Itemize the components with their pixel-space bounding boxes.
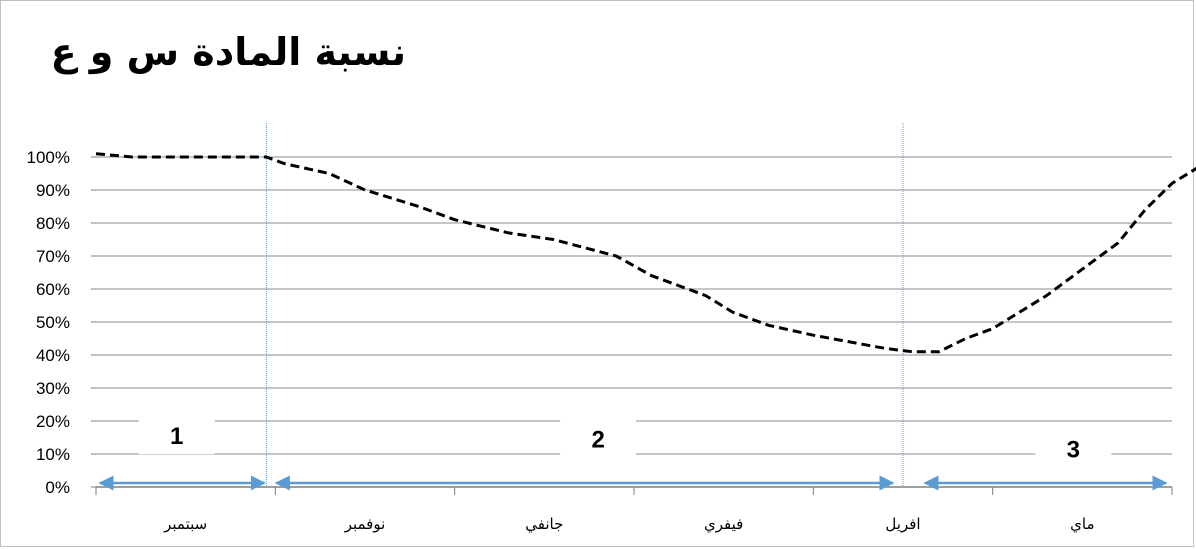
x-tick-label: فيفري	[704, 515, 743, 534]
x-tick-label: جانفي	[525, 515, 563, 534]
phase-label-backing	[138, 416, 215, 455]
y-axis-ticks: 0% 10% 20% 30% 40% 50% 60% 70% 80% 90% 100%	[27, 148, 96, 497]
x-axis-ticks: سبتمبر نوفمبر جانفي فيفري افريل ماي	[95, 487, 1173, 534]
y-tick-label: 30%	[36, 379, 70, 398]
x-tick-label: سبتمبر	[163, 515, 207, 533]
y-tick-label: 10%	[36, 445, 70, 464]
phase-label: 3	[1067, 436, 1080, 463]
y-tick-label: 100%	[27, 148, 70, 167]
y-tick-label: 60%	[36, 280, 70, 299]
y-tick-label: 70%	[36, 247, 70, 266]
series-line-0	[95, 152, 1196, 354]
phase-boundaries	[265, 123, 904, 487]
series-layer	[95, 152, 1196, 354]
x-tick-label: افريل	[885, 515, 920, 533]
phase-labels: 1 2 3	[138, 416, 1112, 468]
x-tick-label: نوفمبر	[344, 515, 386, 533]
phase-label: 2	[591, 426, 604, 453]
phase-label-backing	[1035, 429, 1112, 468]
y-tick-label: 80%	[36, 214, 70, 233]
y-tick-label: 90%	[36, 181, 70, 200]
chart-title: نسبة المادة س و ع	[50, 30, 406, 74]
y-tick-label: 20%	[36, 412, 70, 431]
phase-label: 1	[170, 423, 183, 450]
y-tick-label: 40%	[36, 346, 70, 365]
x-tick-label: ماي	[1070, 515, 1094, 534]
grid-lines	[96, 156, 1172, 488]
y-tick-label: 50%	[36, 313, 70, 332]
y-tick-label: 0%	[45, 478, 70, 497]
phase-label-backing	[560, 419, 637, 458]
